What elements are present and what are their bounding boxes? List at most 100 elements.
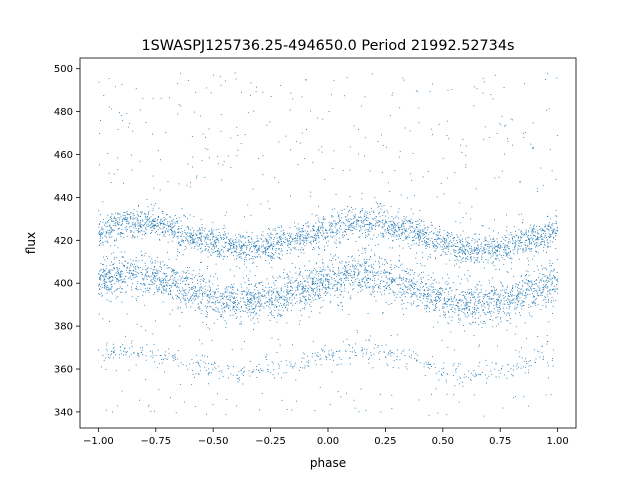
data-point [207,289,209,291]
data-point [551,225,553,227]
data-point [375,225,377,226]
data-point [304,236,306,238]
data-point [189,235,191,236]
data-point [216,250,218,251]
data-point [480,244,482,246]
data-point [510,251,511,253]
data-point [249,241,251,243]
data-point [378,286,380,288]
data-point [463,312,465,314]
data-point [268,303,270,305]
data-point [386,221,387,223]
data-point [356,219,358,220]
data-point [290,236,292,238]
data-point [228,308,230,309]
data-point [263,244,264,246]
data-point [556,259,558,260]
data-point [359,230,361,231]
data-point [183,241,185,243]
data-point [123,219,125,220]
data-point [471,291,473,293]
data-point [410,208,412,210]
data-point [247,236,249,238]
data-point [102,264,103,265]
data-point [194,241,195,243]
data-point [268,298,270,300]
data-point [200,252,202,254]
data-point [532,231,534,233]
data-point [344,290,346,292]
data-point [418,233,420,235]
data-point [413,282,415,284]
data-point [477,248,479,250]
data-point [280,238,282,240]
data-point [518,229,520,231]
data-point [352,223,354,224]
data-point [326,293,328,295]
data-point [408,228,410,230]
data-point [520,275,522,277]
data-point [372,225,374,226]
data-point [542,233,544,234]
data-point [124,251,126,253]
data-point [317,229,319,231]
data-point [338,231,340,233]
data-point [327,245,329,247]
data-point [429,240,431,242]
data-point [315,283,316,285]
data-point [302,291,304,293]
data-point [327,278,329,280]
data-point [227,307,229,308]
data-point [435,233,437,235]
data-point [171,219,173,221]
data-point [430,295,432,297]
data-point [181,293,183,295]
data-point [469,301,471,303]
data-point [170,228,172,230]
data-point [155,272,156,274]
data-point [472,312,474,313]
data-point [347,220,349,222]
data-point [478,252,480,253]
data-point [194,290,195,291]
data-point [164,273,166,275]
data-point [342,231,344,233]
data-point [462,249,463,251]
data-point [139,231,141,233]
data-point [254,275,256,276]
data-point [541,241,543,243]
data-point [202,292,204,293]
data-point [544,244,546,246]
data-point [480,289,482,291]
data-point [513,297,515,299]
data-point [408,272,409,274]
data-point [462,295,464,296]
data-point [518,300,520,302]
data-point [520,242,522,244]
data-point [364,263,366,264]
data-point [115,239,117,241]
data-point [396,284,398,285]
data-point [130,270,131,272]
data-point [425,231,427,233]
data-point [245,256,247,258]
data-point [298,284,300,286]
data-point [391,282,393,283]
data-point [250,258,252,260]
data-point [343,274,344,276]
data-point [168,226,169,228]
data-point [210,288,211,290]
data-point [447,242,449,244]
data-point [537,285,539,287]
data-point [220,234,221,236]
data-point [137,232,139,234]
data-point [480,321,482,323]
data-point [471,246,472,248]
data-point [459,283,461,285]
data-point [201,302,202,304]
data-point [394,217,396,219]
data-point [353,288,355,290]
data-point [390,264,392,266]
data-point [411,244,413,246]
data-point [546,282,548,283]
